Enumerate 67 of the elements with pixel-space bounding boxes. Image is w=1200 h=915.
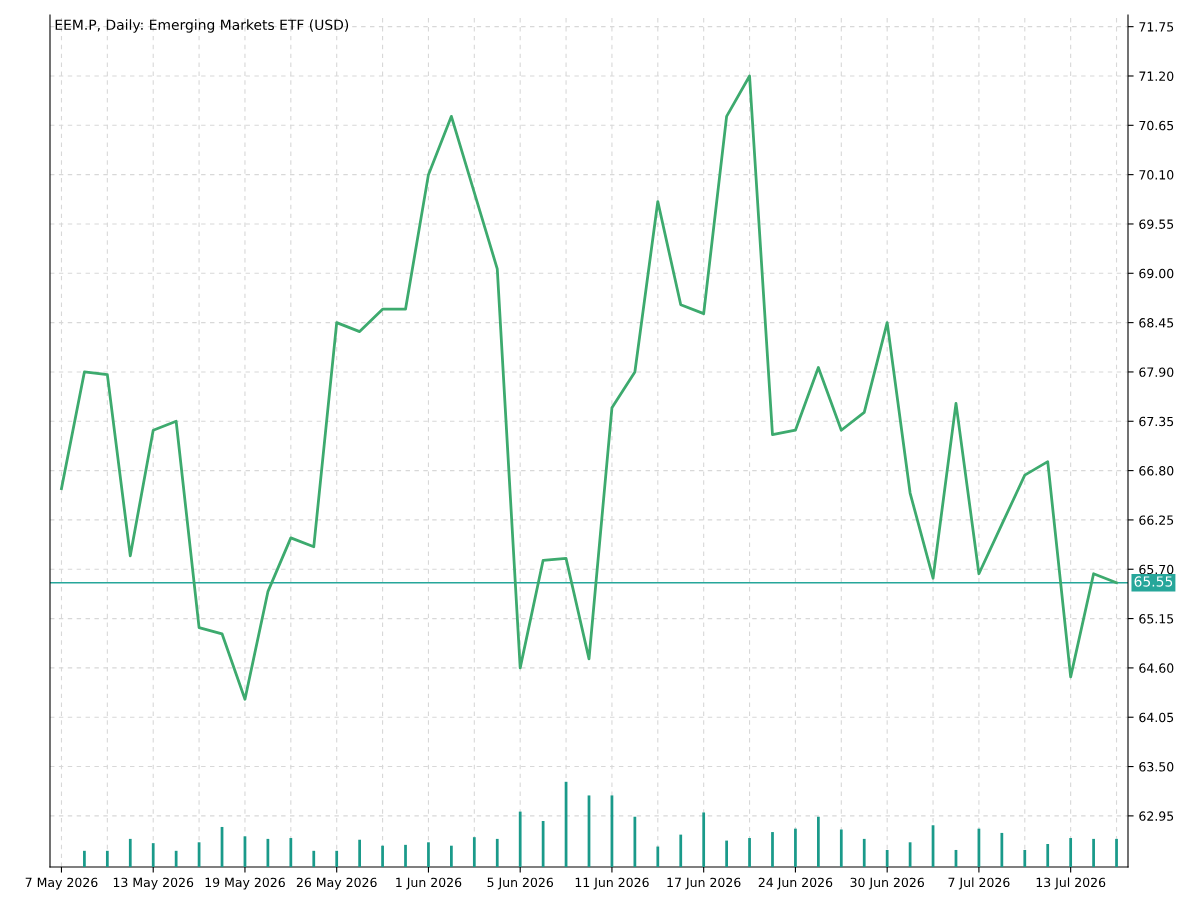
bar	[128, 838, 132, 867]
bar	[725, 840, 728, 867]
x-tick-label: 1 Jun 2026	[396, 877, 462, 890]
bar	[541, 820, 545, 867]
bar	[427, 842, 430, 867]
bar	[518, 811, 522, 867]
y-tick-label: 66.25	[1139, 515, 1174, 525]
y-tick-label: 71.20	[1139, 71, 1174, 81]
bar	[472, 837, 476, 867]
y-tick-label: 70.10	[1139, 170, 1174, 180]
bar	[450, 845, 453, 867]
bar	[679, 834, 683, 867]
bar	[1069, 838, 1073, 867]
x-tick-label: 19 May 2026	[205, 877, 285, 890]
y-tick-label: 69.00	[1139, 268, 1174, 279]
line-series	[60, 74, 1118, 701]
bar	[816, 816, 820, 867]
bar	[862, 838, 866, 867]
bar	[885, 849, 889, 867]
y-tick-label: 67.35	[1139, 416, 1174, 427]
bar	[1046, 844, 1050, 867]
x-tick-label: 5 Jun 2026	[487, 877, 554, 890]
bar	[1115, 838, 1118, 867]
bar	[1000, 832, 1004, 867]
y-tick-label: 64.05	[1139, 712, 1174, 723]
bar	[794, 828, 797, 867]
ref-line-label: 65.55	[1134, 576, 1173, 587]
bar	[312, 850, 316, 867]
bar	[702, 812, 706, 867]
y-tick-label: 65.15	[1139, 614, 1174, 624]
y-tick-label: 63.50	[1139, 762, 1174, 772]
y-tick-label: 70.65	[1139, 120, 1174, 131]
bar	[748, 838, 751, 867]
x-tick-label: 13 Jul 2026	[1036, 877, 1106, 890]
bar	[105, 850, 109, 867]
bar	[839, 829, 843, 867]
bar	[1092, 838, 1095, 867]
bar	[656, 846, 660, 867]
y-tick-label: 69.55	[1139, 219, 1174, 229]
bar	[633, 816, 637, 867]
x-tick-label: 17 Jun 2026	[667, 877, 741, 890]
x-tick-label: 7 May 2026	[25, 877, 98, 890]
chart-title: EEM.P, Daily: Emerging Markets ETF (USD)	[55, 19, 349, 33]
bar	[358, 839, 362, 867]
y-tick-label: 68.45	[1139, 318, 1174, 328]
bar	[151, 843, 155, 867]
y-tick-label: 64.60	[1139, 663, 1174, 673]
y-tick-label: 62.95	[1139, 811, 1174, 821]
x-tick-label: 26 May 2026	[296, 877, 377, 890]
y-tick-label: 71.75	[1139, 22, 1174, 32]
bar	[289, 838, 293, 867]
bar	[771, 832, 774, 867]
bar	[381, 845, 384, 867]
bar	[495, 838, 499, 867]
y-tick-label: 66.80	[1139, 466, 1174, 476]
y-tick-label: 65.70	[1139, 564, 1174, 575]
x-tick-label: 7 Jul 2026	[948, 877, 1010, 890]
bar	[83, 850, 86, 867]
x-tick-label: 24 Jun 2026	[758, 877, 833, 890]
bar	[1023, 849, 1027, 867]
bar	[335, 850, 339, 867]
x-tick-label: 13 May 2026	[113, 877, 194, 890]
bar	[404, 844, 407, 867]
x-tick-label: 11 Jun 2026	[575, 877, 649, 890]
x-tick-label: 30 Jun 2026	[850, 877, 924, 890]
y-tick-label: 67.90	[1139, 367, 1174, 377]
bar	[174, 850, 178, 867]
